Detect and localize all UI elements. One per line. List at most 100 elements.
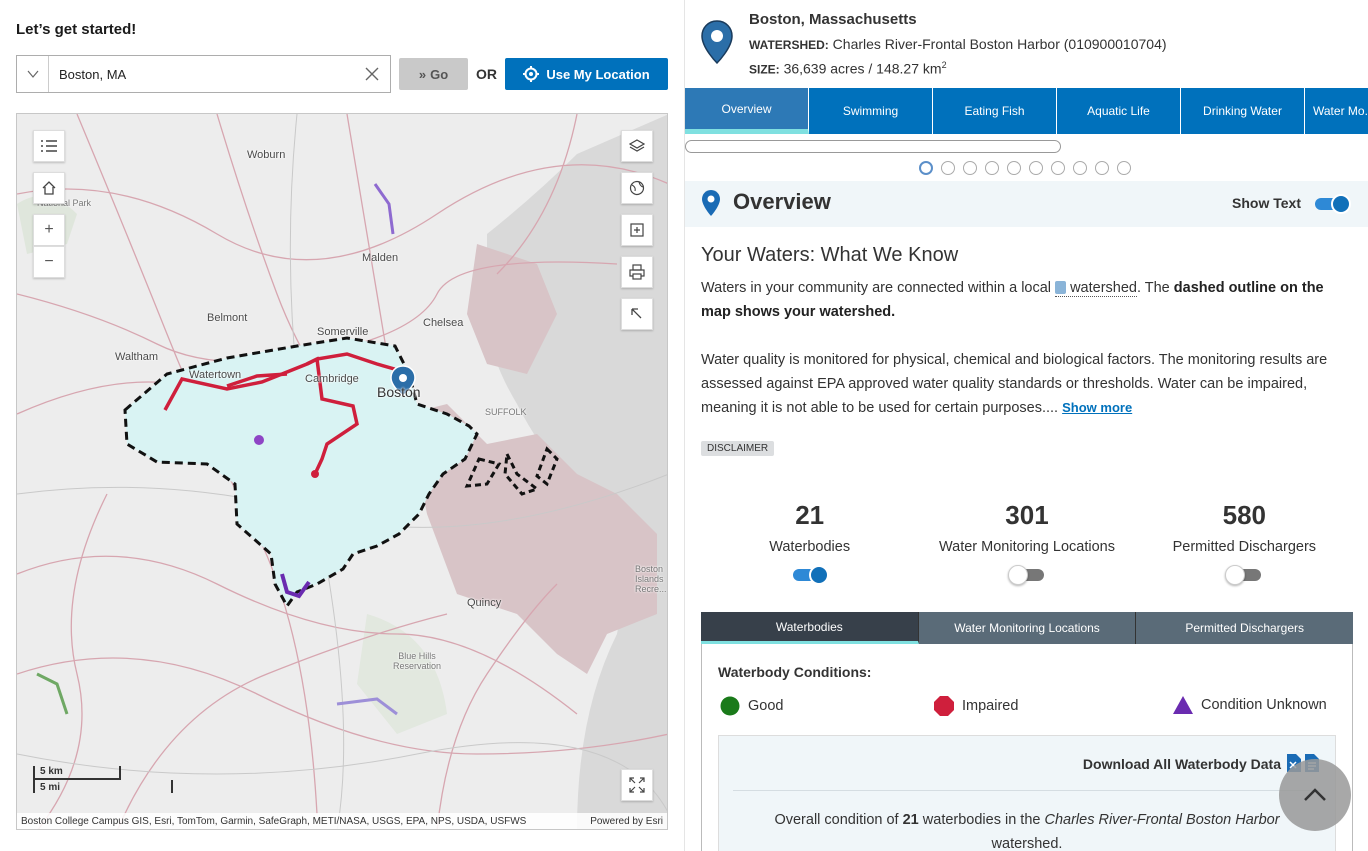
zoom-out-button[interactable]: − (33, 246, 65, 278)
glossary-book-icon (1055, 281, 1067, 294)
scale-mi: 5 mi (33, 780, 173, 793)
tab-water-monitoring[interactable]: Water Mo... (1305, 88, 1368, 134)
legend-button[interactable] (33, 130, 65, 162)
print-button[interactable] (621, 256, 653, 288)
tab-monitoring-locations[interactable]: Water Monitoring Locations (919, 612, 1137, 644)
download-label: Download All Waterbody Data (1082, 756, 1281, 772)
page-dot[interactable] (985, 161, 999, 175)
map[interactable]: Woburn National Park Malden Belmont Some… (16, 113, 668, 830)
fullscreen-button[interactable] (621, 769, 653, 801)
expand-view-button[interactable] (621, 214, 653, 246)
download-divider (733, 790, 1321, 791)
crosshair-icon (523, 66, 540, 82)
dischargers-toggle[interactable] (1225, 565, 1262, 585)
basemap-button[interactable] (621, 172, 653, 204)
chevron-down-icon (27, 70, 38, 78)
page-dot[interactable] (1029, 161, 1043, 175)
cursor-arrow-icon (631, 308, 642, 319)
page-dot[interactable] (1117, 161, 1131, 175)
page-dot[interactable] (963, 161, 977, 175)
tab-waterbodies[interactable]: Waterbodies (701, 612, 919, 644)
powered-by-esri[interactable]: Powered by Esri (590, 815, 663, 827)
overall-text-c: watershed. (991, 836, 1063, 851)
tab-permitted-dischargers[interactable]: Permitted Dischargers (1185, 621, 1305, 635)
map-label-boston: Boston (377, 384, 421, 400)
stat-value: 301 (1005, 500, 1049, 530)
waterbodies-panel: Waterbody Conditions: Good Impaired Cond… (701, 644, 1353, 851)
conditions-title: Waterbody Conditions: (718, 664, 872, 680)
page-dot[interactable] (941, 161, 955, 175)
page-dot[interactable] (919, 161, 933, 175)
legend-impaired-label: Impaired (962, 698, 1019, 714)
zoom-in-button[interactable]: + (33, 214, 65, 246)
layers-button[interactable] (621, 130, 653, 162)
show-text-toggle[interactable] (1315, 194, 1351, 214)
page-dot[interactable] (1051, 161, 1065, 175)
location-city: Boston, Massachusetts (749, 11, 917, 28)
home-button[interactable] (33, 172, 65, 204)
map-label-somerville: Somerville (317, 326, 369, 338)
intro-bold-text: dashed outline on the map shows your wat… (701, 280, 1324, 320)
scale-bar: 5 km 5 mi (33, 766, 173, 793)
print-icon (629, 264, 645, 280)
scale-km: 5 km (33, 766, 121, 780)
tab-eating-fish[interactable]: Eating Fish (933, 88, 1057, 134)
clear-search-button[interactable] (354, 67, 390, 81)
map-attribution: Boston College Campus GIS, Esri, TomTom,… (17, 813, 667, 829)
disclaimer-button[interactable]: DISCLAIMER (701, 441, 775, 456)
chevron-up-icon (1304, 788, 1326, 801)
start-label: Let’s get started! (16, 21, 137, 38)
map-label-blue-hills: Blue Hills Reservation (392, 651, 442, 671)
unknown-triangle-icon (1173, 696, 1193, 714)
map-label-woburn: Woburn (247, 149, 286, 161)
intro-text-a: Waters in your community are connected w… (701, 280, 1056, 296)
close-icon (365, 67, 379, 81)
stats-row: 21 Waterbodies 301 Water Monitoring Loca… (701, 500, 1353, 585)
tab-overview[interactable]: Overview (685, 88, 809, 134)
size-value: 36,639 acres / 148.27 km (783, 60, 942, 77)
minus-icon: − (44, 253, 54, 270)
select-button[interactable] (621, 298, 653, 330)
show-more-link[interactable]: Show more (1062, 400, 1133, 415)
stat-label: Water Monitoring Locations (939, 539, 1115, 555)
zoom-extent-icon (630, 223, 644, 237)
tab-aquatic-life[interactable]: Aquatic Life (1057, 88, 1181, 134)
overall-count: 21 (902, 812, 919, 828)
double-chevron-icon: » (418, 66, 427, 82)
overview-title: Overview (733, 189, 831, 214)
page-dot[interactable] (1073, 161, 1087, 175)
overall-text-b: waterbodies in the (918, 812, 1045, 828)
overview-header: Overview Show Text (685, 181, 1368, 227)
globe-icon (629, 180, 645, 196)
stat-monitoring-locations: 301 Water Monitoring Locations (918, 500, 1135, 585)
stat-value: 580 (1222, 500, 1267, 530)
map-label-malden: Malden (362, 252, 399, 264)
go-button[interactable]: » Go (399, 58, 468, 90)
tab-swimming[interactable]: Swimming (809, 88, 933, 134)
search-source-dropdown[interactable] (17, 56, 49, 92)
layers-icon (629, 139, 645, 152)
search-input[interactable]: Boston, MA (59, 66, 127, 82)
data-tabs: Waterbodies Water Monitoring Locations P… (701, 612, 1353, 644)
overall-condition-text: Overall condition of 21 waterbodies in t… (719, 808, 1335, 851)
map-label-watertown: Watertown (189, 369, 242, 381)
watershed-glossary-link[interactable]: watershed (1055, 280, 1137, 297)
monitoring-locations-toggle[interactable] (1007, 565, 1044, 585)
overall-text-a: Overall condition of (774, 812, 903, 828)
left-panel: Let’s get started! Boston, MA » Go OR Us… (16, 21, 668, 830)
stat-dischargers: 580 Permitted Dischargers (1136, 500, 1353, 585)
map-canvas[interactable] (17, 114, 668, 830)
map-label-cambridge: Cambridge (305, 373, 359, 385)
right-panel: Boston, Massachusetts WATERSHED: Charles… (684, 0, 1368, 851)
map-label-suffolk: SUFFOLK (485, 407, 527, 417)
page-dot[interactable] (1007, 161, 1021, 175)
page-dot[interactable] (1095, 161, 1109, 175)
use-my-location-button[interactable]: Use My Location (505, 58, 668, 90)
waterbodies-toggle[interactable] (792, 565, 829, 585)
legend-good: Good (720, 696, 783, 716)
quality-text: Water quality is monitored for physical,… (701, 352, 1328, 416)
scroll-to-top-button[interactable] (1279, 759, 1351, 831)
tab-drinking-water[interactable]: Drinking Water (1181, 88, 1305, 134)
intro-paragraph: Waters in your community are connected w… (701, 276, 1353, 324)
tabs-scrollbar[interactable] (685, 140, 1061, 153)
